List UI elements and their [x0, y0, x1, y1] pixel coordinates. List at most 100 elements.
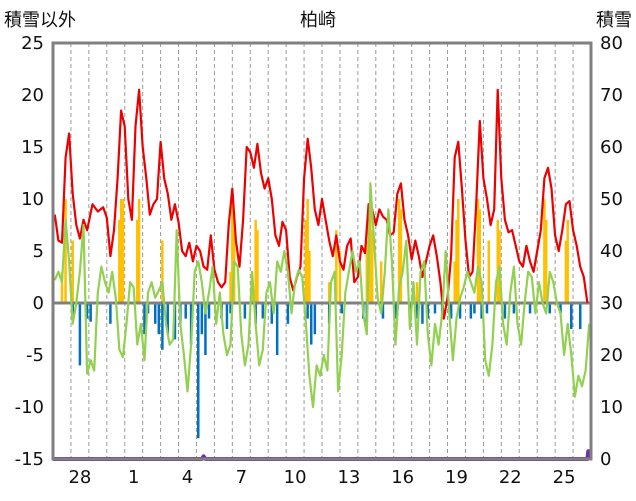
- right-y-tick-label: 70: [600, 85, 623, 106]
- orange-bar: [137, 199, 141, 303]
- blue-bar: [394, 303, 397, 319]
- blue-bar: [225, 303, 229, 329]
- orange-bar: [399, 209, 403, 303]
- blue-bar: [229, 303, 232, 314]
- blue-bar: [207, 303, 211, 319]
- x-tick-label: 28: [68, 467, 91, 488]
- orange-bar: [566, 219, 569, 303]
- chart-title: 柏崎: [300, 10, 336, 31]
- blue-bar: [528, 303, 532, 314]
- series-line: [53, 182, 591, 409]
- series-line: [53, 88, 589, 320]
- blue-bar: [578, 303, 582, 329]
- orange-bar: [453, 261, 456, 303]
- orange-bar: [308, 251, 311, 303]
- blue-bar: [85, 303, 89, 319]
- grid-lines: [70, 43, 574, 459]
- orange-bar: [119, 199, 123, 303]
- x-tick-label: 22: [499, 467, 522, 488]
- right-y-tick-label: 30: [600, 293, 623, 314]
- blue-bar: [166, 303, 170, 335]
- blue-bar: [548, 303, 552, 314]
- blue-bar: [512, 303, 516, 314]
- blue-bar: [261, 303, 265, 319]
- blue-bar: [243, 303, 247, 319]
- blue-bar: [306, 303, 309, 319]
- left-y-tick-label: 20: [21, 85, 44, 106]
- orange-bar: [487, 240, 491, 303]
- x-tick-label: 10: [284, 467, 307, 488]
- blue-bar: [469, 303, 473, 319]
- orange-bar: [254, 219, 257, 303]
- orange-bar: [543, 199, 546, 303]
- right-y-tick-label: 20: [600, 345, 623, 366]
- left-y-tick-label: 25: [21, 33, 44, 54]
- right-y-tick-label: 0: [600, 449, 611, 470]
- orange-bar: [306, 199, 309, 303]
- blue-bar: [559, 303, 562, 314]
- orange-bar: [256, 230, 259, 303]
- blue-bar: [485, 303, 489, 314]
- left-y-tick-label: 0: [33, 293, 44, 314]
- blue-bar: [275, 303, 279, 355]
- orange-bar: [229, 271, 232, 303]
- blue-bar: [153, 303, 157, 324]
- orange-bar: [455, 219, 458, 303]
- blue-bar: [109, 303, 112, 324]
- orange-bar: [231, 193, 234, 303]
- right-y-tick-label: 80: [600, 33, 623, 54]
- left-y-ticks: 25 20 15 10 5 0 -5 -10 -15: [15, 33, 44, 470]
- blue-bar: [313, 303, 317, 335]
- right-y-ticks: 80 70 60 50 40 30 20 10 0: [600, 33, 623, 470]
- blue-bar: [78, 303, 82, 366]
- blue-bar: [143, 303, 146, 335]
- orange-bar: [64, 199, 67, 303]
- blue-bar: [381, 303, 385, 319]
- blue-bar: [458, 303, 462, 319]
- right-y-tick-label: 40: [600, 241, 623, 262]
- left-y-tick-label: 5: [33, 241, 44, 262]
- left-y-tick-label: 10: [21, 189, 44, 210]
- blue-bar: [480, 303, 483, 319]
- blue-bar: [161, 303, 164, 350]
- left-y-tick-label: -5: [26, 345, 44, 366]
- right-y-tick-label: 10: [600, 397, 623, 418]
- orange-bar: [136, 219, 139, 303]
- blue-bar: [426, 303, 430, 319]
- x-tick-label: 25: [553, 467, 576, 488]
- orange-bar: [327, 282, 331, 303]
- orange-bar: [478, 209, 482, 303]
- blue-bar: [173, 303, 177, 340]
- orange-bar: [369, 204, 372, 303]
- orange-bar: [118, 219, 121, 303]
- left-y-tick-label: 15: [21, 137, 44, 158]
- orange-bar: [415, 282, 419, 303]
- orange-bar: [304, 219, 308, 303]
- orange-bar: [60, 271, 64, 303]
- orange-bar: [496, 219, 499, 303]
- blue-bar: [184, 303, 187, 319]
- orange-bar: [161, 240, 164, 303]
- left-y-tick-label: -10: [15, 397, 44, 418]
- x-tick-label: 19: [445, 467, 468, 488]
- left-y-tick-label: -15: [15, 449, 44, 470]
- blue-bar-series: [71, 303, 582, 439]
- blue-bar: [197, 303, 200, 439]
- orange-bar: [370, 230, 374, 303]
- blue-bar: [309, 303, 313, 345]
- right-y-tick-label: 60: [600, 137, 623, 158]
- blue-bar: [340, 303, 343, 314]
- orange-bar: [397, 199, 401, 303]
- blue-bar: [89, 303, 92, 322]
- blue-bar: [270, 303, 274, 324]
- blue-bar: [570, 303, 573, 329]
- blue-bar: [503, 303, 507, 319]
- orange-bar: [476, 199, 480, 303]
- blue-bar: [157, 303, 161, 335]
- blue-bar: [204, 303, 207, 355]
- right-y-tick-label: 50: [600, 189, 623, 210]
- orange-bar: [379, 261, 383, 303]
- orange-bar: [564, 240, 568, 303]
- left-axis-title: 積雪以外: [4, 10, 76, 31]
